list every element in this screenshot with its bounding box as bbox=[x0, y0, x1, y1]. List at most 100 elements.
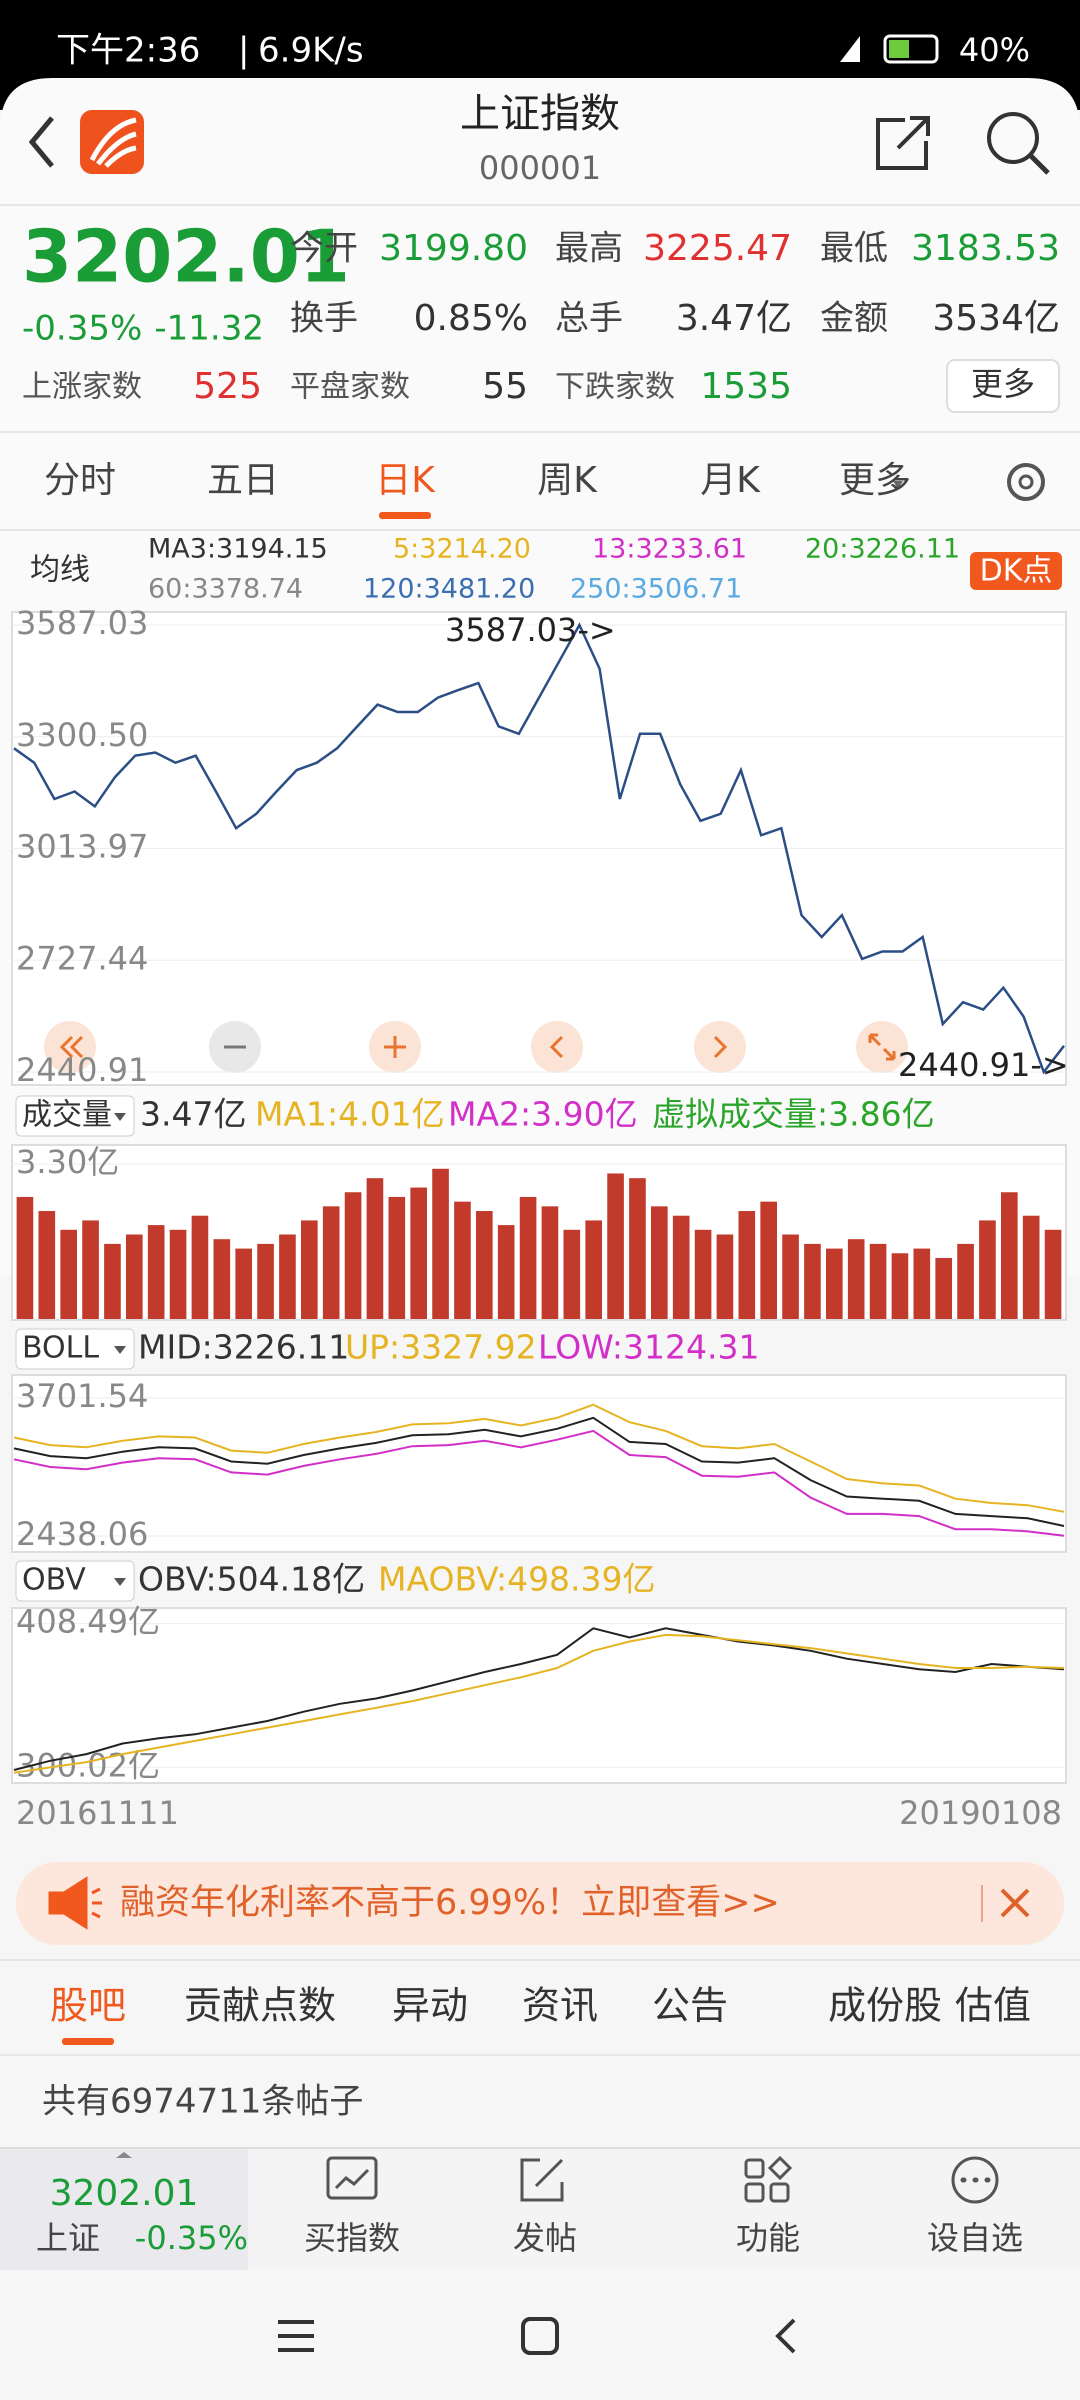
y-tick-label: 408.49亿 bbox=[16, 1603, 160, 1641]
bar bbox=[301, 1220, 318, 1319]
legend-item: 3.47亿 bbox=[140, 1095, 246, 1134]
sub-tab[interactable]: 公告 bbox=[652, 1984, 728, 2028]
bar bbox=[147, 1225, 165, 1319]
mini-name: 上证 bbox=[36, 2219, 100, 2257]
sub-tab[interactable]: 成份股 bbox=[828, 1984, 942, 2028]
bar bbox=[913, 1248, 931, 1319]
nav-home[interactable] bbox=[521, 2317, 559, 2355]
ma-item: MA3:3194.15 bbox=[148, 534, 328, 565]
bar bbox=[541, 1206, 559, 1319]
dk-button[interactable] bbox=[970, 552, 1062, 590]
period-tab[interactable]: 日K bbox=[375, 460, 436, 501]
logo-mark bbox=[89, 117, 137, 168]
bar bbox=[432, 1168, 449, 1319]
volume-selector[interactable] bbox=[15, 1095, 135, 1137]
more-label: 更多 bbox=[971, 365, 1035, 403]
stat-label: 总手 bbox=[555, 299, 623, 339]
sub-tab[interactable]: 资讯 bbox=[522, 1984, 598, 2028]
bar bbox=[760, 1201, 777, 1319]
move-right-button[interactable] bbox=[694, 1021, 746, 1073]
obv-chart-frame bbox=[11, 1607, 1067, 1784]
bar bbox=[782, 1234, 799, 1319]
bar bbox=[16, 1196, 34, 1319]
search-button[interactable] bbox=[987, 112, 1039, 164]
sub-tab[interactable]: 估值 bbox=[955, 1984, 1031, 2028]
fullscreen-button[interactable] bbox=[856, 1021, 908, 1073]
legend-item: MAOBV:498.39亿 bbox=[378, 1560, 656, 1599]
status-separator: | bbox=[238, 31, 249, 71]
buy-icon-line bbox=[334, 2168, 370, 2190]
bar bbox=[869, 1243, 887, 1319]
bar bbox=[235, 1248, 252, 1319]
bar bbox=[191, 1215, 209, 1319]
action-label[interactable]: 买指数 bbox=[304, 2219, 400, 2257]
action-label[interactable]: 功能 bbox=[736, 2219, 800, 2257]
settings-button[interactable] bbox=[1007, 463, 1045, 501]
settings-center bbox=[1018, 474, 1034, 490]
banner-close[interactable] bbox=[1000, 1888, 1030, 1918]
banner-text[interactable]: 融资年化利率不高于6.99%！立即查看>> bbox=[120, 1883, 780, 1923]
bar bbox=[826, 1248, 843, 1319]
breadth-value: 525 bbox=[193, 366, 262, 407]
func-icon bbox=[744, 2182, 765, 2203]
more-button[interactable] bbox=[946, 359, 1060, 413]
y-tick-label: 2438.06 bbox=[16, 1515, 148, 1553]
period-tab[interactable]: 周K bbox=[537, 460, 598, 501]
boll-selector-label: BOLL bbox=[22, 1331, 99, 1366]
quote-mini[interactable] bbox=[0, 2148, 248, 2270]
stat-label: 今开 bbox=[290, 229, 358, 269]
max-annotation: 3587.03-> bbox=[445, 611, 616, 649]
bar bbox=[585, 1220, 602, 1319]
obv-selector[interactable] bbox=[15, 1560, 135, 1602]
bar bbox=[213, 1239, 231, 1319]
header-bar bbox=[0, 78, 1080, 205]
bar bbox=[519, 1196, 537, 1319]
boll-selector[interactable] bbox=[15, 1328, 135, 1370]
y-tick-label: 3701.54 bbox=[16, 1377, 148, 1415]
change-percent: -0.35% bbox=[22, 309, 142, 349]
period-tab[interactable]: 分时 bbox=[44, 460, 116, 501]
move-left-button[interactable] bbox=[531, 1021, 583, 1073]
breadth-value: 55 bbox=[482, 366, 528, 407]
promo-banner[interactable] bbox=[16, 1862, 1064, 1945]
stat-label: 金额 bbox=[820, 299, 888, 339]
share-button[interactable] bbox=[876, 116, 930, 170]
watch-icon bbox=[951, 2156, 999, 2204]
bar bbox=[957, 1243, 974, 1319]
bar bbox=[1044, 1229, 1062, 1319]
bar bbox=[672, 1215, 690, 1319]
stat-value: 3534亿 bbox=[932, 298, 1060, 339]
nav-menu[interactable] bbox=[278, 2320, 314, 2352]
nav-back[interactable] bbox=[775, 2318, 796, 2354]
bar bbox=[104, 1243, 121, 1319]
sub-tab[interactable]: 股吧 bbox=[50, 1984, 126, 2028]
y-tick-label: 3013.97 bbox=[16, 828, 148, 866]
bar bbox=[563, 1229, 581, 1319]
back-button[interactable] bbox=[28, 116, 54, 168]
sub-tab[interactable]: 贡献点数 bbox=[184, 1984, 336, 2028]
buy-icon bbox=[326, 2156, 378, 2200]
bar bbox=[629, 1178, 646, 1319]
bar bbox=[82, 1220, 99, 1319]
period-tab[interactable]: 更多 bbox=[839, 460, 911, 501]
sub-tab[interactable]: 异动 bbox=[392, 1984, 468, 2028]
func-icon bbox=[744, 2158, 765, 2179]
period-tab[interactable]: 月K bbox=[700, 460, 761, 501]
status-speed: 6.9K/s bbox=[258, 31, 364, 71]
action-label[interactable]: 设自选 bbox=[927, 2219, 1023, 2257]
dk-label[interactable]: DK点 bbox=[980, 554, 1053, 589]
current-price: 3202.01 bbox=[22, 215, 350, 299]
stat-label: 最低 bbox=[820, 229, 888, 269]
stat-label: 换手 bbox=[290, 299, 358, 339]
bar bbox=[891, 1253, 909, 1319]
volume-chart-frame bbox=[11, 1144, 1067, 1321]
legend-item: MA1:4.01亿 bbox=[255, 1095, 445, 1134]
boll-chart-frame bbox=[11, 1374, 1067, 1553]
start-date: 20161111 bbox=[16, 1794, 179, 1832]
legend-item: MID:3226.11 bbox=[138, 1328, 349, 1367]
period-tab[interactable]: 五日 bbox=[207, 460, 279, 501]
bar bbox=[847, 1239, 865, 1319]
stat-value: 3199.80 bbox=[379, 228, 528, 269]
action-label[interactable]: 发帖 bbox=[513, 2219, 577, 2257]
